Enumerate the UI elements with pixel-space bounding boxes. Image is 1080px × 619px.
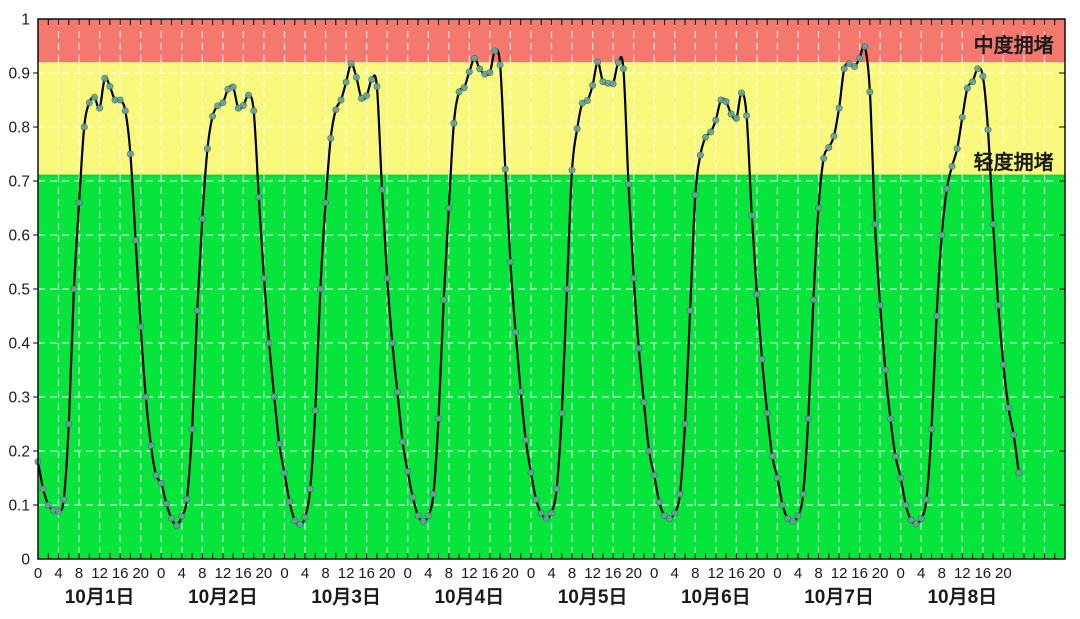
x-hour-label: 8 xyxy=(75,565,83,582)
y-tick-label: 0.5 xyxy=(8,282,30,299)
x-hour-label: 12 xyxy=(707,565,724,582)
y-tick-label: 0.1 xyxy=(8,498,30,515)
x-hour-label: 16 xyxy=(235,565,252,582)
data-point-markers xyxy=(34,43,1023,529)
x-hour-label: 0 xyxy=(280,565,288,582)
x-hour-label: 8 xyxy=(938,565,946,582)
day-label: 10月7日 xyxy=(804,587,874,608)
moderate-congestion-label: 中度拥堵 xyxy=(974,33,1054,57)
day-label: 10月5日 xyxy=(558,587,628,608)
y-tick-label: 0.9 xyxy=(8,66,30,83)
x-hour-label: 12 xyxy=(831,565,848,582)
x-hour-label: 0 xyxy=(404,565,412,582)
y-axis: 0 0.1 0.2 0.3 0.4 0.5 0.6 0.7 0.8 0.9 1 xyxy=(8,12,30,569)
x-hour-label: 4 xyxy=(178,565,186,582)
x-hour-label: 8 xyxy=(568,565,576,582)
day-labels: 10月1日 10月2日 10月3日 10月4日 10月5日 10月6日 10月7日 10月8日 xyxy=(65,587,997,608)
day-label: 10月8日 xyxy=(927,587,997,608)
x-hour-label: 12 xyxy=(461,565,478,582)
y-tick-label: 0.2 xyxy=(8,444,30,461)
x-hour-label: 4 xyxy=(671,565,679,582)
day-label: 10月4日 xyxy=(434,587,504,608)
x-hour-label: 16 xyxy=(482,565,499,582)
day-label: 10月6日 xyxy=(681,587,751,608)
x-hour-label: 12 xyxy=(954,565,971,582)
x-hour-label: 0 xyxy=(650,565,658,582)
x-axis: 0 4 8 12 16 20 0 4 8 12 16 20 0 4 8 12 16 20 0 4 8 12 16 20 0 4 8 1… xyxy=(34,565,1012,582)
x-hour-label: 20 xyxy=(749,565,766,582)
x-hour-label: 4 xyxy=(547,565,555,582)
x-hour-label: 0 xyxy=(527,565,535,582)
y-tick-label: 0.6 xyxy=(8,228,30,245)
x-hour-label: 12 xyxy=(91,565,108,582)
day-label: 10月1日 xyxy=(65,587,135,608)
y-tick-label: 0.8 xyxy=(8,120,30,137)
x-hour-label: 20 xyxy=(872,565,889,582)
y-tick-label: 0 xyxy=(21,552,30,569)
y-tick-label: 0.7 xyxy=(8,174,30,191)
x-hour-label: 4 xyxy=(301,565,309,582)
y-tick-label: 1 xyxy=(21,12,30,29)
axis-ticks xyxy=(33,19,1065,559)
x-hour-label: 16 xyxy=(974,565,991,582)
x-hour-label: 8 xyxy=(321,565,329,582)
x-hour-label: 8 xyxy=(445,565,453,582)
x-hour-label: 20 xyxy=(256,565,273,582)
x-hour-label: 20 xyxy=(625,565,642,582)
x-hour-label: 20 xyxy=(995,565,1012,582)
light-congestion-label: 轻度拥堵 xyxy=(974,150,1054,174)
x-hour-label: 0 xyxy=(157,565,165,582)
x-hour-label: 16 xyxy=(358,565,375,582)
x-hour-label: 4 xyxy=(54,565,62,582)
x-hour-label: 12 xyxy=(215,565,232,582)
x-hour-label: 16 xyxy=(728,565,745,582)
x-hour-label: 4 xyxy=(917,565,925,582)
x-hour-label: 12 xyxy=(584,565,601,582)
x-hour-label: 16 xyxy=(112,565,129,582)
x-hour-label: 16 xyxy=(851,565,868,582)
x-hour-label: 8 xyxy=(198,565,206,582)
y-tick-label: 0.4 xyxy=(8,336,30,353)
day-label: 10月2日 xyxy=(188,587,258,608)
y-tick-label: 0.3 xyxy=(8,390,30,407)
plot-border xyxy=(37,18,1066,560)
x-hour-label: 20 xyxy=(502,565,519,582)
day-label: 10月3日 xyxy=(311,587,381,608)
x-hour-label: 20 xyxy=(379,565,396,582)
x-hour-label: 8 xyxy=(691,565,699,582)
x-hour-label: 12 xyxy=(338,565,355,582)
x-hour-label: 16 xyxy=(605,565,622,582)
x-hour-label: 4 xyxy=(424,565,432,582)
x-hour-label: 8 xyxy=(814,565,822,582)
x-hour-label: 4 xyxy=(794,565,802,582)
x-hour-label: 20 xyxy=(132,565,149,582)
x-hour-label: 0 xyxy=(773,565,781,582)
x-hour-label: 0 xyxy=(897,565,905,582)
x-hour-label: 0 xyxy=(34,565,42,582)
